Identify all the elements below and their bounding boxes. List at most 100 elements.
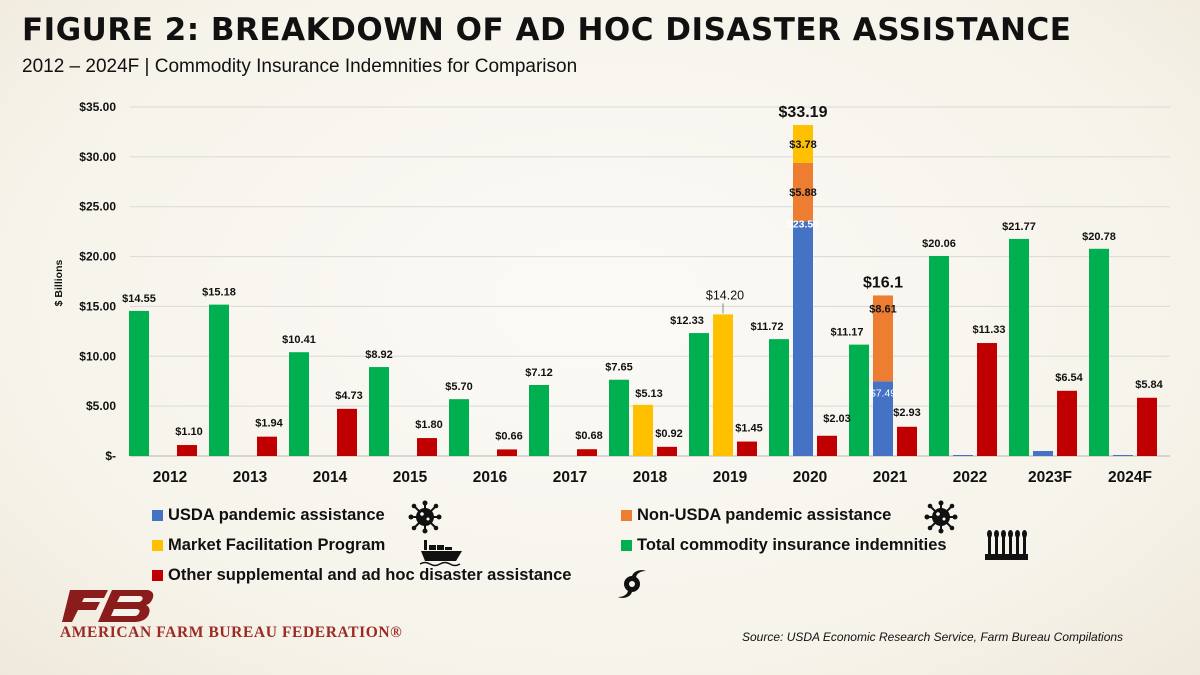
data-label-stack-total: $16.1 xyxy=(863,274,903,291)
x-tick-label: 2017 xyxy=(553,469,587,486)
bar-usda xyxy=(873,381,893,456)
x-tick-label: 2014 xyxy=(313,469,348,486)
data-label-mfp: $5.13 xyxy=(635,388,663,400)
bar-other xyxy=(977,343,997,456)
x-tick-label: 2016 xyxy=(473,469,508,486)
chart-title: FIGURE 2: BREAKDOWN OF AD HOC DISASTER A… xyxy=(22,12,1072,48)
data-label-insurance: $12.33 xyxy=(670,315,704,327)
bar-other xyxy=(737,441,757,456)
data-label-other: $1.80 xyxy=(415,419,443,431)
bar-other xyxy=(817,435,837,456)
bar-other xyxy=(497,449,517,456)
data-label-insurance: $5.70 xyxy=(445,381,473,393)
data-label-other: $4.73 xyxy=(335,390,363,402)
bar-insurance xyxy=(449,399,469,456)
bar-non-usda xyxy=(793,162,813,222)
bar-other xyxy=(577,449,597,456)
bar-insurance xyxy=(369,367,389,456)
bar-other xyxy=(897,426,917,456)
x-tick-label: 2020 xyxy=(793,469,827,486)
virus-icon xyxy=(924,500,958,534)
farm-bureau-logo xyxy=(62,590,154,622)
bar-insurance xyxy=(689,333,709,456)
x-axis: 2012 2013 2014 2015 2016 2017 2018 2019 2020 2021… xyxy=(153,469,1152,486)
hurricane-icon xyxy=(618,570,646,598)
data-label-insurance: $21.77 xyxy=(1002,221,1036,233)
bar-other xyxy=(337,408,357,456)
x-tick-label: 2012 xyxy=(153,469,187,486)
data-label-non-usda: $8.61 xyxy=(869,303,897,315)
data-label-insurance: $11.72 xyxy=(750,321,783,333)
data-label-other: $2.93 xyxy=(893,407,921,419)
bar-other xyxy=(417,438,437,456)
bar-usda xyxy=(1033,451,1053,456)
y-tick-label: $20.00 xyxy=(79,250,116,264)
bar-non-usda xyxy=(873,295,893,382)
data-label-usda: $23.53 xyxy=(787,218,819,230)
data-label-other: $11.33 xyxy=(972,324,1005,336)
data-label-other: $6.54 xyxy=(1055,372,1083,384)
data-label-other: $1.94 xyxy=(255,418,283,430)
y-tick-label: $30.00 xyxy=(79,150,116,164)
data-label-other: $0.92 xyxy=(655,428,683,440)
x-tick-label: 2019 xyxy=(713,469,748,486)
data-label-insurance: $14.55 xyxy=(122,293,156,305)
data-label-other: $2.03 xyxy=(823,413,851,425)
bar-insurance xyxy=(209,304,229,456)
x-tick-label: 2018 xyxy=(633,469,668,486)
data-label-mfp: $3.78 xyxy=(789,139,817,151)
data-label-insurance: $7.65 xyxy=(605,362,633,374)
bar-other xyxy=(1137,397,1157,456)
bar-insurance xyxy=(849,344,869,456)
data-label-insurance: $8.92 xyxy=(365,349,393,361)
bar-mfp xyxy=(633,404,653,456)
bar-insurance xyxy=(1009,238,1029,456)
data-label-non-usda: $5.88 xyxy=(789,187,817,199)
bars xyxy=(129,125,1157,456)
data-label-other: $1.45 xyxy=(735,423,763,435)
organization-name: AMERICAN FARM BUREAU FEDERATION® xyxy=(60,624,403,641)
bar-usda xyxy=(793,221,813,456)
y-tick-label: $- xyxy=(105,449,116,463)
bar-mfp xyxy=(713,314,733,456)
bar-insurance xyxy=(609,379,629,456)
x-tick-label: 2013 xyxy=(233,469,268,486)
x-tick-label: 2023F xyxy=(1028,469,1072,486)
data-label-other: $1.10 xyxy=(175,426,203,438)
bar-usda xyxy=(953,455,973,456)
x-tick-label: 2022 xyxy=(953,469,987,486)
x-tick-label: 2021 xyxy=(873,469,908,486)
data-label-insurance: $10.41 xyxy=(282,334,316,346)
data-label-insurance: $7.12 xyxy=(525,367,553,379)
data-label-insurance: $20.78 xyxy=(1082,231,1116,243)
bar-other xyxy=(1057,390,1077,456)
data-label-insurance: $11.17 xyxy=(830,327,863,339)
y-tick-label: $10.00 xyxy=(79,349,116,363)
data-label-stack-total: $33.19 xyxy=(779,104,828,121)
y-tick-label: $25.00 xyxy=(79,200,116,214)
data-label-other: $5.84 xyxy=(1135,379,1163,391)
y-axis-label: $ Billions xyxy=(53,260,65,307)
y-tick-label: $35.00 xyxy=(79,100,116,114)
bar-mfp xyxy=(793,125,813,163)
data-label-insurance: $20.06 xyxy=(922,238,956,250)
bar-insurance xyxy=(769,339,789,456)
y-axis: $- $5.00 $10.00 $15.00 $20.00 $25.00 $30.00 $35… xyxy=(79,100,116,463)
data-label-usda: $7.49 xyxy=(870,387,896,399)
cargo-ship-icon xyxy=(420,540,462,567)
data-label-other: $0.68 xyxy=(575,430,603,442)
data-label-mfp: $14.20 xyxy=(706,288,744,302)
chart-subtitle: 2012 – 2024F | Commodity Insurance Indem… xyxy=(22,56,578,77)
virus-icon xyxy=(408,500,442,534)
bar-other xyxy=(177,445,197,456)
data-labels: $14.55 $1.10 $15.18 $1.94 $10.41 $4.73 $8.92 $1… xyxy=(122,104,1163,442)
y-tick-label: $15.00 xyxy=(79,299,116,313)
y-tick-label: $5.00 xyxy=(86,399,116,413)
x-tick-label: 2015 xyxy=(393,469,428,486)
bar-insurance xyxy=(1089,248,1109,456)
wheat-crop-icon xyxy=(985,530,1028,560)
x-tick-label: 2024F xyxy=(1108,469,1152,486)
bar-usda xyxy=(1113,455,1133,456)
bar-insurance xyxy=(129,310,149,456)
